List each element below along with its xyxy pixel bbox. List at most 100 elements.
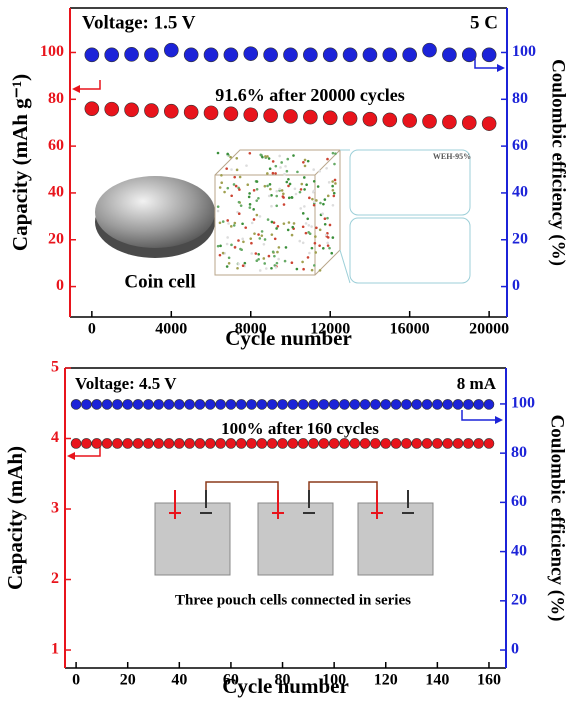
- data-point: [442, 399, 453, 410]
- atom-dot: [233, 221, 237, 225]
- data-point: [81, 399, 92, 410]
- atom-dot: [258, 269, 262, 272]
- atom-dot: [326, 244, 330, 247]
- axis-arrows: [67, 58, 505, 460]
- atom-dot: [280, 189, 284, 192]
- data-point: [215, 438, 226, 449]
- x-axis-label: Cycle number: [222, 674, 349, 698]
- data-point: [225, 438, 237, 449]
- atom-dot: [223, 190, 226, 194]
- data-point: [184, 438, 195, 449]
- data-point: [256, 399, 268, 410]
- atom-dot: [273, 264, 277, 267]
- atom-dot: [321, 212, 324, 216]
- atom-dot: [268, 167, 272, 171]
- data-point: [144, 47, 159, 63]
- pouch-cells-illustration: [154, 481, 434, 576]
- atom-dot: [322, 202, 325, 206]
- atom-dot: [315, 199, 318, 202]
- x-axis-label: Cycle number: [225, 326, 352, 350]
- data-point: [132, 399, 144, 410]
- atom-dot: [299, 207, 303, 210]
- y2-axis-label: Coulombic efficiency (%): [548, 59, 569, 266]
- x-tick-label: 160: [477, 672, 501, 689]
- atom-dot: [257, 233, 260, 236]
- atom-dot: [271, 171, 275, 175]
- data-point: [256, 438, 268, 449]
- atom-dot: [268, 183, 272, 186]
- atom-dot: [328, 246, 331, 250]
- atom-dot: [221, 220, 225, 223]
- data-point: [124, 47, 139, 62]
- data-point: [263, 108, 278, 123]
- atom-dot: [276, 250, 279, 254]
- atom-dot: [334, 152, 337, 155]
- atom-dot: [219, 244, 222, 248]
- atom-dot: [306, 217, 310, 221]
- atom-dot: [232, 224, 236, 227]
- atom-dot: [303, 176, 306, 179]
- data-point: [308, 438, 319, 449]
- atom-dot: [255, 188, 259, 191]
- data-point: [70, 438, 82, 449]
- atom-dot: [274, 266, 278, 269]
- atom-dot: [248, 206, 252, 209]
- atom-dot: [264, 155, 267, 158]
- atom-dot: [255, 180, 259, 183]
- y2-tick-label: 40: [511, 542, 527, 559]
- data-point: [91, 399, 103, 410]
- data-point: [235, 438, 247, 449]
- y-tick-label: 60: [48, 137, 64, 154]
- atom-dot: [241, 264, 245, 268]
- atom-dot: [291, 225, 295, 229]
- atom-dot: [294, 192, 298, 196]
- data-point: [104, 101, 120, 117]
- data-point: [153, 438, 164, 449]
- data-point: [382, 112, 398, 128]
- atom-dot: [298, 190, 302, 194]
- data-point: [112, 438, 123, 449]
- atom-dot: [218, 186, 222, 189]
- atom-dot: [314, 235, 317, 238]
- atom-dot: [328, 223, 332, 227]
- data-point: [246, 438, 257, 449]
- data-point: [143, 438, 154, 449]
- data-point: [297, 438, 309, 449]
- data-point: [223, 47, 239, 63]
- atom-dot: [275, 204, 279, 208]
- atom-dot: [318, 244, 321, 247]
- atom-dot: [326, 216, 329, 220]
- data-point: [283, 109, 298, 124]
- atom-dot: [304, 222, 308, 225]
- atom-dot: [333, 162, 336, 166]
- data-point: [163, 438, 175, 449]
- atom-dot: [298, 239, 302, 243]
- data-point: [473, 438, 484, 449]
- data-point: [402, 113, 417, 128]
- atom-dot: [306, 159, 310, 163]
- y2-tick-label: 100: [511, 395, 535, 412]
- atom-dot: [287, 196, 291, 200]
- atom-dot: [270, 193, 273, 197]
- atom-dot: [287, 184, 290, 188]
- data-point: [122, 399, 134, 410]
- atom-dot: [293, 187, 297, 191]
- x-tick-label: 60: [223, 672, 239, 689]
- atom-dot: [323, 222, 327, 226]
- x-tick-label: 140: [425, 672, 449, 689]
- data-point: [411, 399, 423, 410]
- data-point: [163, 399, 175, 410]
- atom-dot: [267, 157, 271, 160]
- annotation: 5 C: [470, 12, 498, 33]
- atom-dot: [310, 225, 313, 228]
- data-point: [174, 438, 185, 449]
- atom-dot: [250, 252, 254, 255]
- data-point: [204, 399, 216, 410]
- atom-dot: [237, 212, 241, 216]
- data-point: [380, 438, 392, 449]
- y2-tick-label: 100: [512, 43, 536, 60]
- data-point: [143, 399, 154, 410]
- x-tick-label: 100: [322, 672, 346, 689]
- atom-dot: [300, 182, 304, 186]
- atom-dot: [262, 257, 266, 260]
